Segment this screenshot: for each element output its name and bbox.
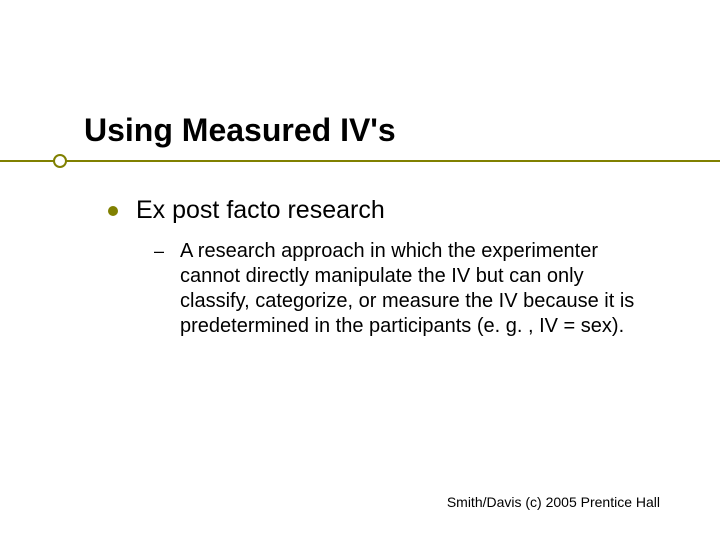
bullet-disc-icon: [108, 206, 118, 216]
title-divider-circle-icon: [53, 154, 67, 168]
slide: Using Measured IV's Ex post facto resear…: [0, 0, 720, 540]
level1-text: Ex post facto research: [136, 196, 385, 225]
title-divider-line: [0, 160, 720, 162]
slide-title: Using Measured IV's: [84, 112, 396, 149]
bullet-dash-icon: –: [154, 241, 164, 262]
slide-body: Ex post facto research – A research appr…: [108, 196, 660, 339]
footer-citation: Smith/Davis (c) 2005 Prentice Hall: [447, 494, 660, 510]
level2-text: A research approach in which the experim…: [180, 239, 650, 339]
list-item-level2: – A research approach in which the exper…: [154, 239, 660, 339]
list-item-level1: Ex post facto research: [108, 196, 660, 225]
